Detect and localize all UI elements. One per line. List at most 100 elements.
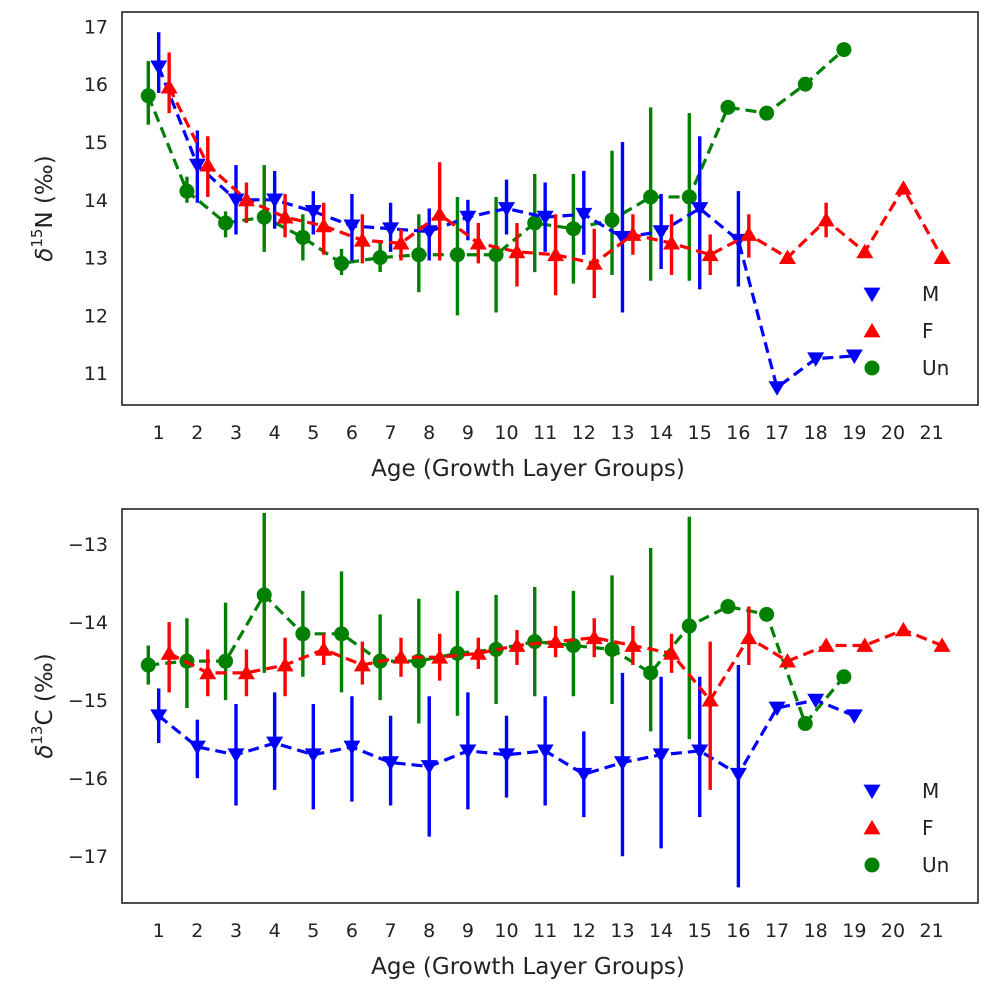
point-un	[218, 653, 234, 669]
y-tick-label: −14	[68, 612, 108, 634]
legend-marker-m	[863, 287, 881, 303]
y-axis-title-unit: N (‰)	[32, 155, 58, 228]
x-tick-label: 7	[385, 422, 397, 444]
legend-marker-m	[863, 784, 881, 800]
point-m	[382, 756, 400, 771]
legend-marker-f	[863, 322, 881, 338]
x-tick-label: 8	[423, 422, 435, 444]
point-un	[681, 618, 697, 634]
point-f	[237, 191, 255, 207]
x-tick-label: 6	[346, 920, 358, 942]
point-un	[797, 76, 813, 92]
point-f	[624, 637, 642, 652]
x-tick-label: 4	[269, 422, 281, 444]
point-f	[817, 637, 835, 652]
point-m	[768, 701, 786, 717]
point-f	[508, 243, 526, 259]
x-tick-label: 16	[726, 920, 750, 942]
x-tick-label: 16	[726, 422, 750, 444]
point-m	[304, 205, 322, 220]
point-un	[295, 229, 311, 245]
point-m	[575, 207, 593, 223]
point-m	[343, 740, 361, 756]
y-tick-label: 11	[84, 363, 108, 385]
x-tick-label: 2	[191, 422, 203, 444]
x-tick-label: 19	[842, 422, 866, 444]
point-f	[740, 226, 758, 241]
legend: MF Un	[863, 779, 949, 877]
series-f	[160, 606, 951, 790]
x-tick-label: 21	[920, 422, 944, 444]
point-un	[604, 212, 620, 228]
point-f	[276, 656, 294, 672]
point-f	[199, 157, 217, 172]
point-f	[392, 235, 410, 250]
point-m	[420, 225, 438, 240]
point-f	[856, 243, 874, 259]
legend-label-f: F	[922, 816, 934, 840]
x-axis-title: Age (Growth Layer Groups)	[371, 954, 685, 980]
point-un	[797, 716, 813, 732]
point-un	[681, 189, 697, 205]
point-f	[740, 629, 758, 645]
legend-marker-un	[864, 360, 880, 376]
y-axis-title: δ15N (‰)	[28, 155, 58, 262]
point-m	[227, 748, 245, 763]
point-m	[266, 193, 284, 208]
series-un	[140, 42, 852, 316]
point-m	[652, 748, 670, 763]
legend: MF Un	[863, 282, 949, 380]
point-f	[778, 249, 796, 264]
y-tick-label: 12	[84, 305, 108, 327]
point-f	[894, 180, 912, 195]
point-m	[150, 60, 168, 75]
x-tick-label: 13	[610, 920, 634, 942]
x-tick-label: 18	[804, 920, 828, 942]
y-tick-label: −13	[68, 534, 108, 556]
legend-label-m: M	[922, 779, 939, 803]
point-m	[691, 744, 709, 759]
point-un	[836, 669, 852, 685]
point-m	[343, 219, 361, 234]
point-f	[933, 637, 951, 652]
point-f	[547, 633, 565, 649]
point-m	[536, 210, 554, 226]
point-f	[431, 649, 449, 664]
point-un	[836, 42, 852, 58]
x-tick-label: 13	[610, 422, 634, 444]
point-f	[469, 645, 487, 660]
x-tick-label: 5	[307, 920, 319, 942]
x-tick-label: 8	[423, 920, 435, 942]
point-f	[701, 246, 719, 262]
x-tick-label: 5	[307, 422, 319, 444]
panel-d15n: 1 2 3 4 5 6 7 8 9 10 11 12 13 14 15 16 17 18 19 20 211112131…	[28, 11, 979, 482]
series-m	[150, 32, 863, 396]
point-m	[691, 202, 709, 217]
x-tick-label: 17	[765, 422, 789, 444]
point-m	[652, 225, 670, 240]
point-f	[353, 232, 371, 247]
plot-area-frame	[121, 11, 979, 406]
point-f	[663, 645, 681, 660]
point-m	[768, 381, 786, 396]
point-m	[150, 709, 168, 724]
y-axis-title: δ13C (‰)	[28, 653, 58, 758]
point-un	[643, 189, 659, 205]
x-tick-label: 12	[572, 422, 596, 444]
x-tick-label: 14	[649, 422, 673, 444]
series-m	[150, 665, 863, 888]
x-tick-label: 6	[346, 422, 358, 444]
y-tick-label: −17	[68, 846, 108, 868]
legend-label-f: F	[922, 319, 934, 343]
point-f	[353, 656, 371, 672]
point-un	[565, 221, 581, 237]
point-un	[295, 626, 311, 642]
y-tick-label: −16	[68, 768, 108, 790]
point-m	[227, 193, 245, 208]
x-tick-label: 21	[920, 920, 944, 942]
point-m	[613, 756, 631, 771]
point-un	[604, 641, 620, 657]
x-tick-label: 1	[153, 422, 165, 444]
x-tick-label: 15	[688, 920, 712, 942]
point-un	[527, 215, 543, 231]
